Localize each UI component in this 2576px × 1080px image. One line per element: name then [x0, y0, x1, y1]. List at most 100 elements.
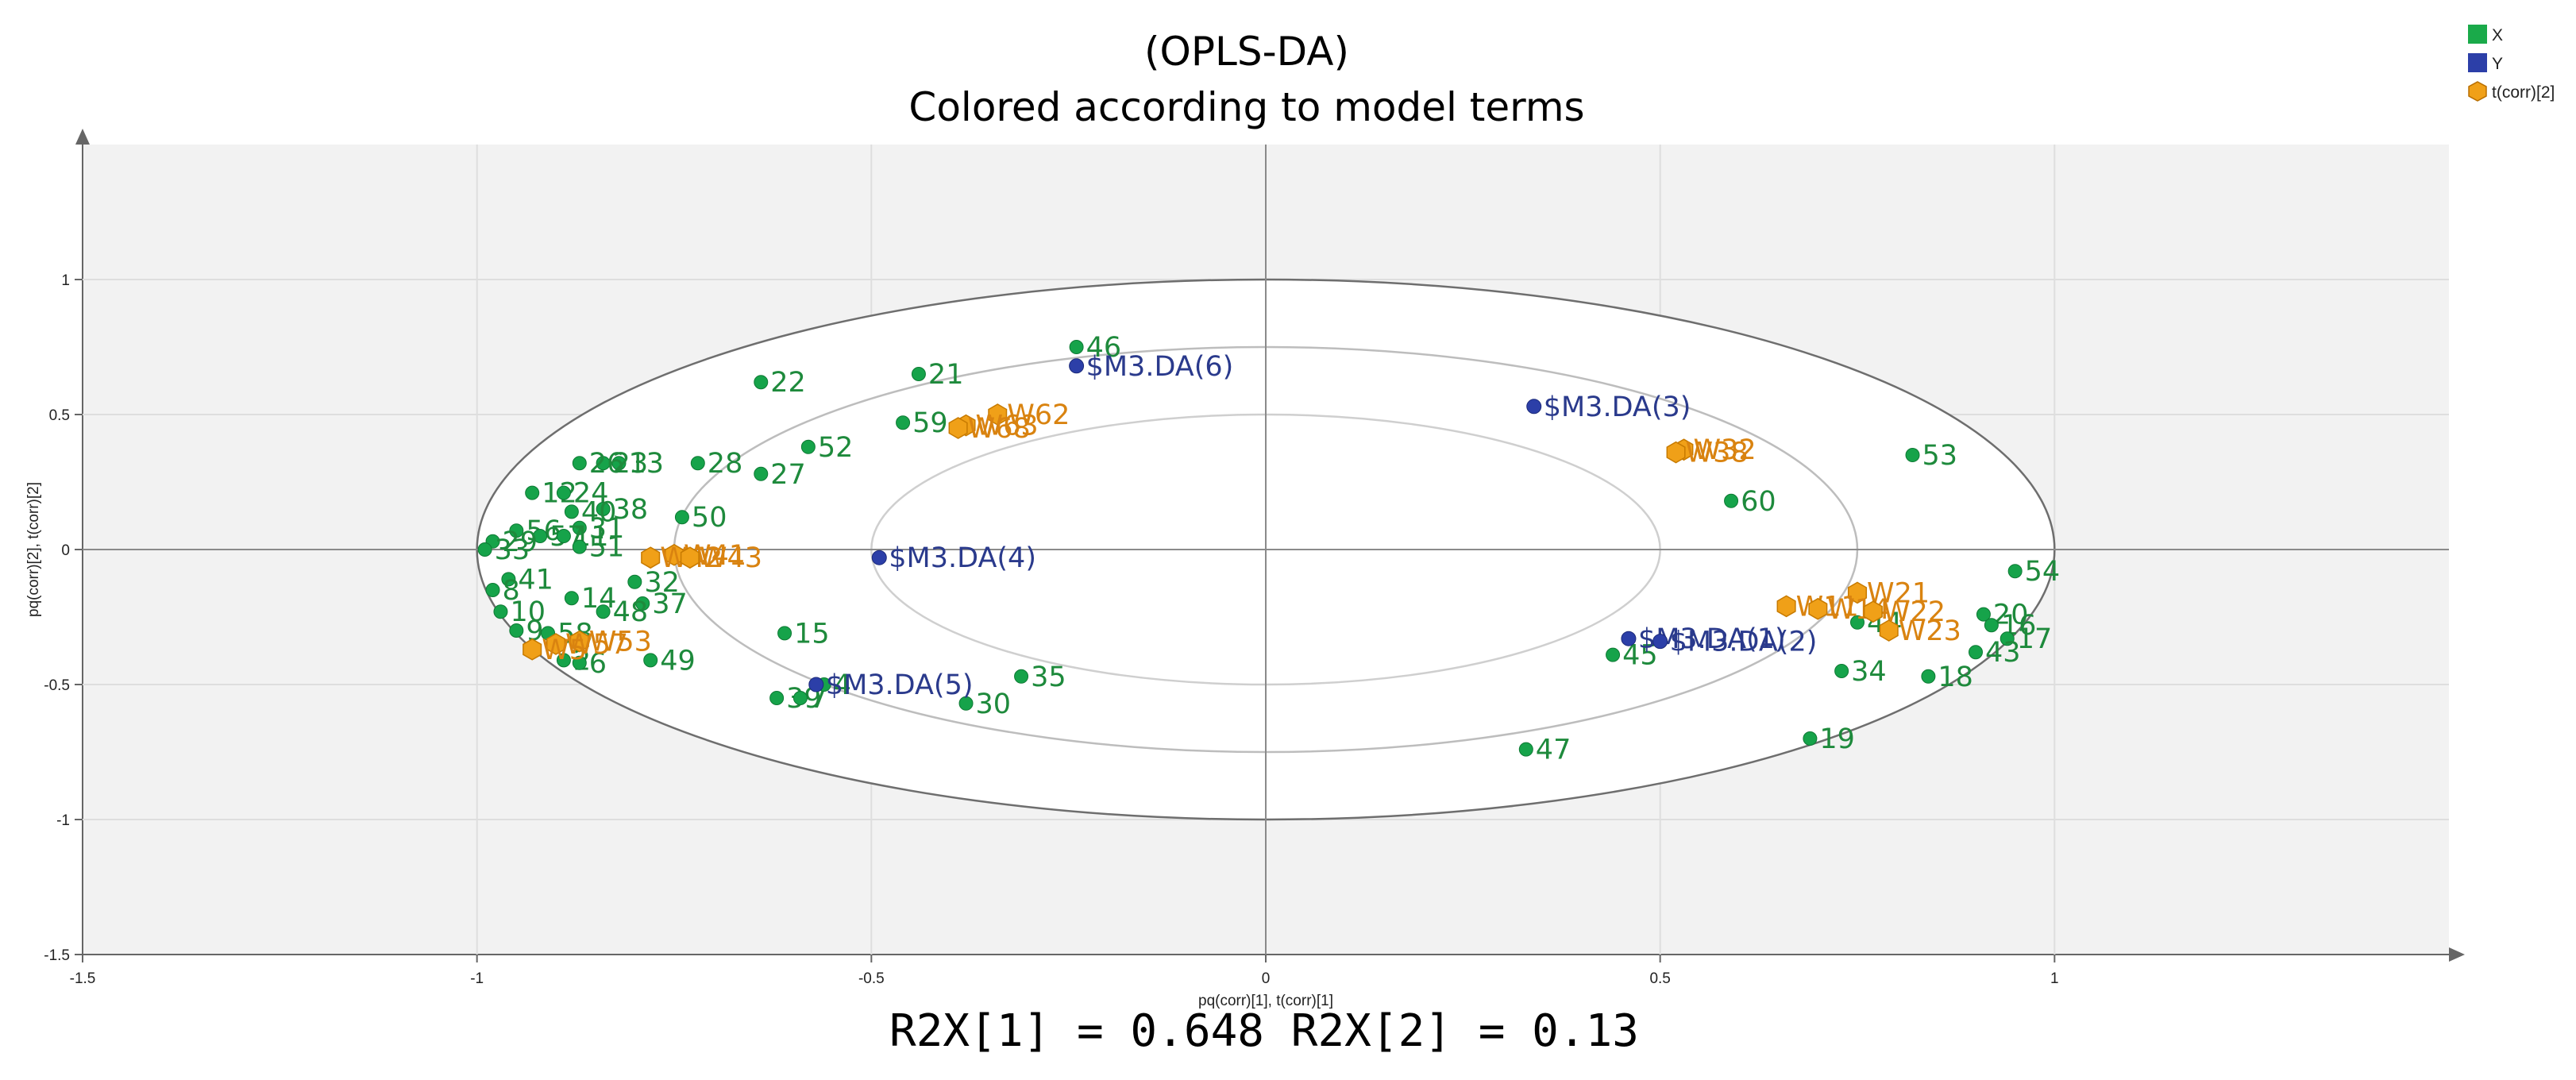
x-point — [1834, 664, 1849, 678]
x-tick-label: -1.5 — [70, 970, 96, 987]
x-point-label: 21 — [928, 359, 964, 391]
tcorr-point — [1879, 619, 1899, 642]
x-point-label: 17 — [2017, 623, 2053, 655]
legend-y-swatch — [2468, 53, 2487, 72]
y-tick-label: 0 — [61, 542, 70, 559]
x-tick-label: 0 — [1262, 970, 1271, 987]
y-point — [871, 550, 887, 565]
x-point — [596, 604, 611, 619]
x-point — [1999, 631, 2015, 646]
x-point — [1014, 669, 1029, 684]
x-axis-label: pq(corr)[1], t(corr)[1] — [1198, 993, 1333, 1009]
x-point — [690, 456, 705, 471]
x-point — [792, 691, 808, 705]
x-point-label: 8 — [503, 575, 520, 607]
legend-x-swatch — [2468, 25, 2487, 44]
tcorr-point — [1847, 581, 1868, 604]
tcorr-point — [948, 417, 968, 439]
chart-title: (OPLS-DA) — [1144, 29, 1349, 75]
x-point-label: 13 — [628, 448, 664, 480]
x-point — [572, 520, 587, 535]
x-point-label: 46 — [1086, 332, 1122, 364]
x-point-label: 52 — [818, 432, 854, 464]
x-point-label: 47 — [1536, 735, 1571, 766]
x-point — [485, 583, 500, 597]
x-point-label: 30 — [976, 688, 1012, 720]
x-point — [769, 691, 785, 705]
y-point-label: $M3.DA(6) — [1086, 351, 1234, 383]
x-point-label: 35 — [1031, 662, 1066, 693]
x-point — [509, 623, 524, 638]
x-point — [572, 539, 587, 554]
y-point — [1621, 631, 1637, 646]
x-point-label: 31 — [589, 513, 625, 545]
x-point-label: 37 — [652, 588, 688, 620]
x-point-label: 34 — [1851, 656, 1887, 688]
x-point-label: 27 — [770, 459, 806, 491]
x-point — [564, 591, 579, 606]
y-point — [1069, 358, 1085, 374]
x-point-label: 23 — [613, 448, 649, 480]
y-tick-label: 1 — [61, 272, 70, 289]
tcorr-point-label: W43 — [700, 542, 762, 574]
x-point-label: 53 — [1922, 440, 1958, 472]
x-point — [627, 574, 642, 589]
x-point — [501, 572, 516, 587]
x-point-label: 40 — [581, 496, 617, 528]
y-axis-arrow — [75, 129, 90, 145]
x-tick-label: -0.5 — [858, 970, 885, 987]
tcorr-point-label: W38 — [1686, 438, 1749, 469]
x-point-label: 49 — [660, 645, 696, 677]
y-tick-label: 0.5 — [49, 407, 70, 424]
x-point — [493, 604, 508, 619]
x-point — [1518, 742, 1533, 757]
x-point-label: 15 — [794, 618, 830, 650]
tcorr-point-label: W63 — [976, 411, 1039, 442]
x-point — [611, 456, 627, 471]
tcorr-point — [546, 633, 566, 655]
x-point — [800, 439, 816, 454]
x-point-label: 28 — [708, 448, 743, 480]
x-point-label: 4 — [834, 669, 851, 701]
y-point-label: $M3.DA(3) — [1544, 392, 1691, 423]
x-point — [533, 529, 548, 543]
tcorr-point-label: W32 — [1693, 434, 1756, 466]
tcorr-point-label: W68 — [968, 413, 1031, 445]
tcorr-point — [641, 546, 661, 569]
tcorr-point — [523, 638, 542, 661]
x-point-label: 29 — [503, 526, 538, 558]
x-point — [1724, 493, 1739, 508]
x-point — [1969, 645, 1983, 660]
x-point-label: 54 — [2025, 556, 2061, 588]
legend-x-label: X — [2492, 26, 2503, 44]
legend-t-swatch — [2468, 81, 2487, 102]
x-point — [1850, 615, 1865, 630]
x-point-label: 33 — [495, 534, 530, 566]
x-point-label: 20 — [1993, 600, 2029, 631]
x-point — [1984, 618, 1999, 633]
legend-y-label: Y — [2492, 55, 2503, 73]
x-point — [643, 653, 658, 668]
tcorr-point — [1666, 441, 1686, 464]
y-tick-label: -1 — [56, 812, 70, 829]
x-point — [572, 655, 587, 670]
x-point — [564, 504, 579, 519]
x-point — [572, 456, 587, 471]
x-point — [1803, 731, 1818, 746]
y-axis-label: pq(corr)[2], t(corr)[2] — [25, 482, 42, 617]
r2x-footer: R2X[1] = 0.648 R2X[2] = 0.13 — [889, 1005, 1639, 1057]
x-point-label: 26 — [589, 448, 625, 480]
x-point — [2007, 564, 2023, 579]
x-point — [754, 375, 769, 390]
x-tick-label: 0.5 — [1649, 970, 1670, 987]
tcorr-point — [988, 403, 1008, 426]
y-point — [1652, 634, 1668, 650]
x-point-label: 6 — [589, 648, 607, 680]
tcorr-point — [569, 630, 589, 653]
x-point-label: 18 — [1938, 662, 1973, 693]
x-point — [777, 626, 792, 641]
x-point — [556, 653, 571, 668]
tcorr-point-label: W57 — [565, 629, 628, 661]
x-axis-arrow — [2449, 947, 2465, 962]
